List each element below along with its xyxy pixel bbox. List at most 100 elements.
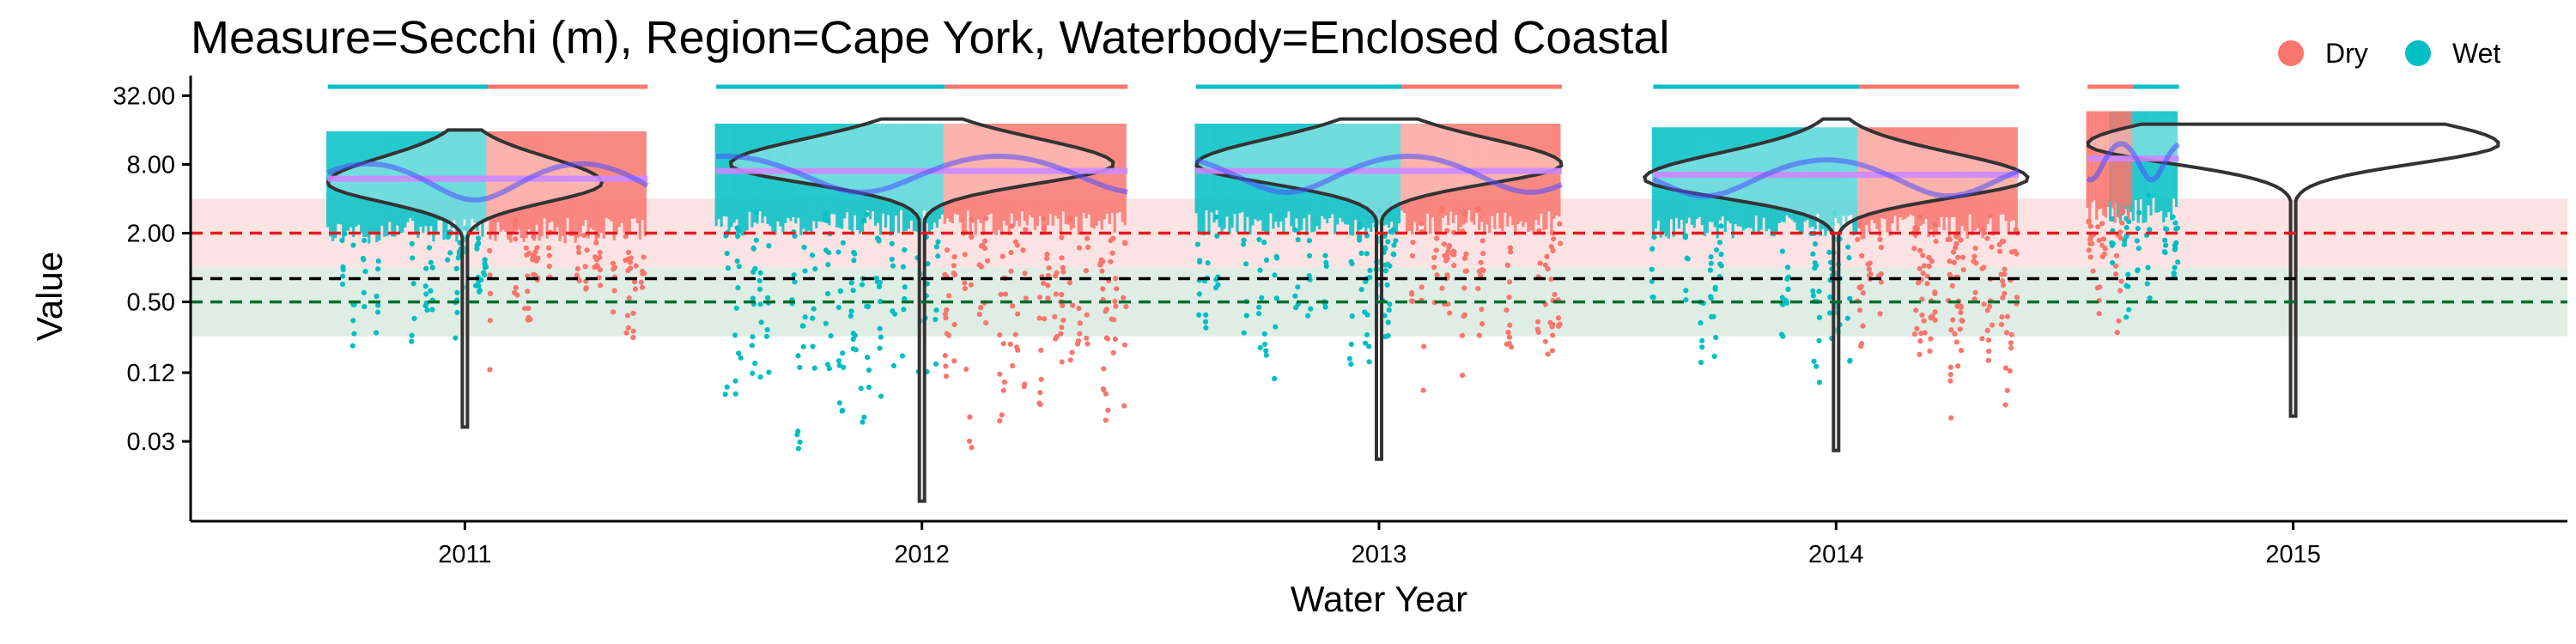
- data-point: [853, 347, 859, 353]
- data-point: [1196, 291, 1202, 297]
- data-point: [851, 258, 857, 264]
- data-point: [1911, 246, 1917, 252]
- data-point: [633, 263, 639, 269]
- data-point: [1785, 286, 1791, 292]
- data-point: [424, 307, 430, 313]
- data-point: [1410, 240, 1416, 246]
- data-point: [724, 384, 730, 390]
- data-point: [1685, 256, 1691, 262]
- data-point: [878, 334, 884, 340]
- data-point: [1550, 248, 1556, 254]
- violins: [325, 117, 2500, 503]
- data-point: [1439, 208, 1445, 214]
- data-point: [1682, 234, 1688, 240]
- data-point: [1059, 234, 1065, 240]
- data-point: [1779, 248, 1785, 254]
- data-point: [1920, 252, 1926, 258]
- data-point: [1478, 272, 1484, 278]
- data-point: [877, 279, 883, 286]
- data-point: [409, 332, 415, 338]
- data-point: [1362, 340, 1369, 346]
- data-point: [1683, 288, 1689, 294]
- data-point: [1698, 360, 1704, 366]
- data-point: [2109, 242, 2115, 248]
- data-point: [976, 262, 982, 268]
- data-point: [860, 419, 866, 425]
- data-point: [848, 308, 854, 314]
- data-point: [1955, 254, 1961, 260]
- data-point: [732, 332, 738, 338]
- data-point: [1981, 264, 1987, 270]
- data-point: [1649, 266, 1655, 272]
- data-point: [1358, 222, 1364, 228]
- data-point: [2123, 314, 2129, 320]
- data-point: [1932, 222, 1938, 228]
- data-point: [890, 362, 897, 369]
- data-point: [2114, 330, 2120, 336]
- data-point: [423, 291, 429, 297]
- data-point: [2001, 282, 2007, 289]
- data-point: [1917, 247, 1923, 253]
- data-point: [2145, 264, 2151, 270]
- data-point: [811, 365, 817, 371]
- data-point: [1985, 337, 1992, 343]
- violin-2012: [728, 117, 1115, 503]
- data-point: [1451, 263, 1457, 269]
- data-point: [1014, 242, 1020, 248]
- data-point: [1099, 268, 1105, 274]
- data-point: [2096, 311, 2102, 317]
- data-point: [1847, 295, 1853, 301]
- data-point: [1295, 236, 1301, 243]
- data-point: [1718, 252, 1724, 258]
- data-point: [2087, 223, 2093, 229]
- data-point: [1711, 353, 1717, 360]
- data-point: [1419, 284, 1425, 290]
- data-point: [1878, 270, 1884, 277]
- data-point: [840, 407, 846, 414]
- data-point: [944, 331, 950, 337]
- data-point: [597, 283, 604, 289]
- data-point: [1914, 325, 1920, 331]
- data-point: [422, 283, 428, 289]
- data-point: [836, 400, 842, 406]
- data-point: [487, 367, 493, 373]
- data-point: [933, 244, 939, 250]
- data-point: [1409, 252, 1416, 259]
- data-point: [1420, 387, 1426, 393]
- data-point: [902, 284, 908, 290]
- data-point: [824, 361, 831, 368]
- data-point: [623, 330, 629, 336]
- data-point: [1551, 236, 1557, 242]
- data-point: [1972, 245, 1978, 252]
- data-point: [1273, 324, 1279, 330]
- data-point: [1110, 349, 1116, 355]
- data-point: [409, 338, 415, 344]
- data-point: [1382, 268, 1389, 274]
- data-point: [1683, 297, 1689, 303]
- data-point: [410, 281, 416, 287]
- data-point: [1391, 242, 1397, 248]
- data-point: [1464, 268, 1470, 274]
- data-point: [1069, 349, 1075, 355]
- data-point: [641, 254, 647, 260]
- data-point: [999, 412, 1005, 418]
- data-point: [802, 314, 808, 320]
- data-point: [1557, 321, 1563, 327]
- data-point: [963, 366, 969, 373]
- data-point: [757, 270, 763, 276]
- data-point: [2007, 368, 2013, 374]
- data-point: [1390, 251, 1396, 257]
- data-point: [2136, 246, 2142, 252]
- data-point: [1112, 298, 1118, 305]
- data-point: [1306, 238, 1313, 244]
- y-axis-title: Value: [29, 252, 70, 341]
- trend-line-2015: [2086, 141, 2180, 183]
- data-point: [1272, 375, 1278, 382]
- data-point: [1461, 285, 1467, 291]
- data-point: [1366, 343, 1372, 349]
- data-point: [1059, 255, 1065, 261]
- data-point: [1999, 313, 2005, 320]
- data-point: [374, 266, 381, 272]
- data-point: [1932, 317, 1938, 323]
- data-point: [1059, 291, 1065, 298]
